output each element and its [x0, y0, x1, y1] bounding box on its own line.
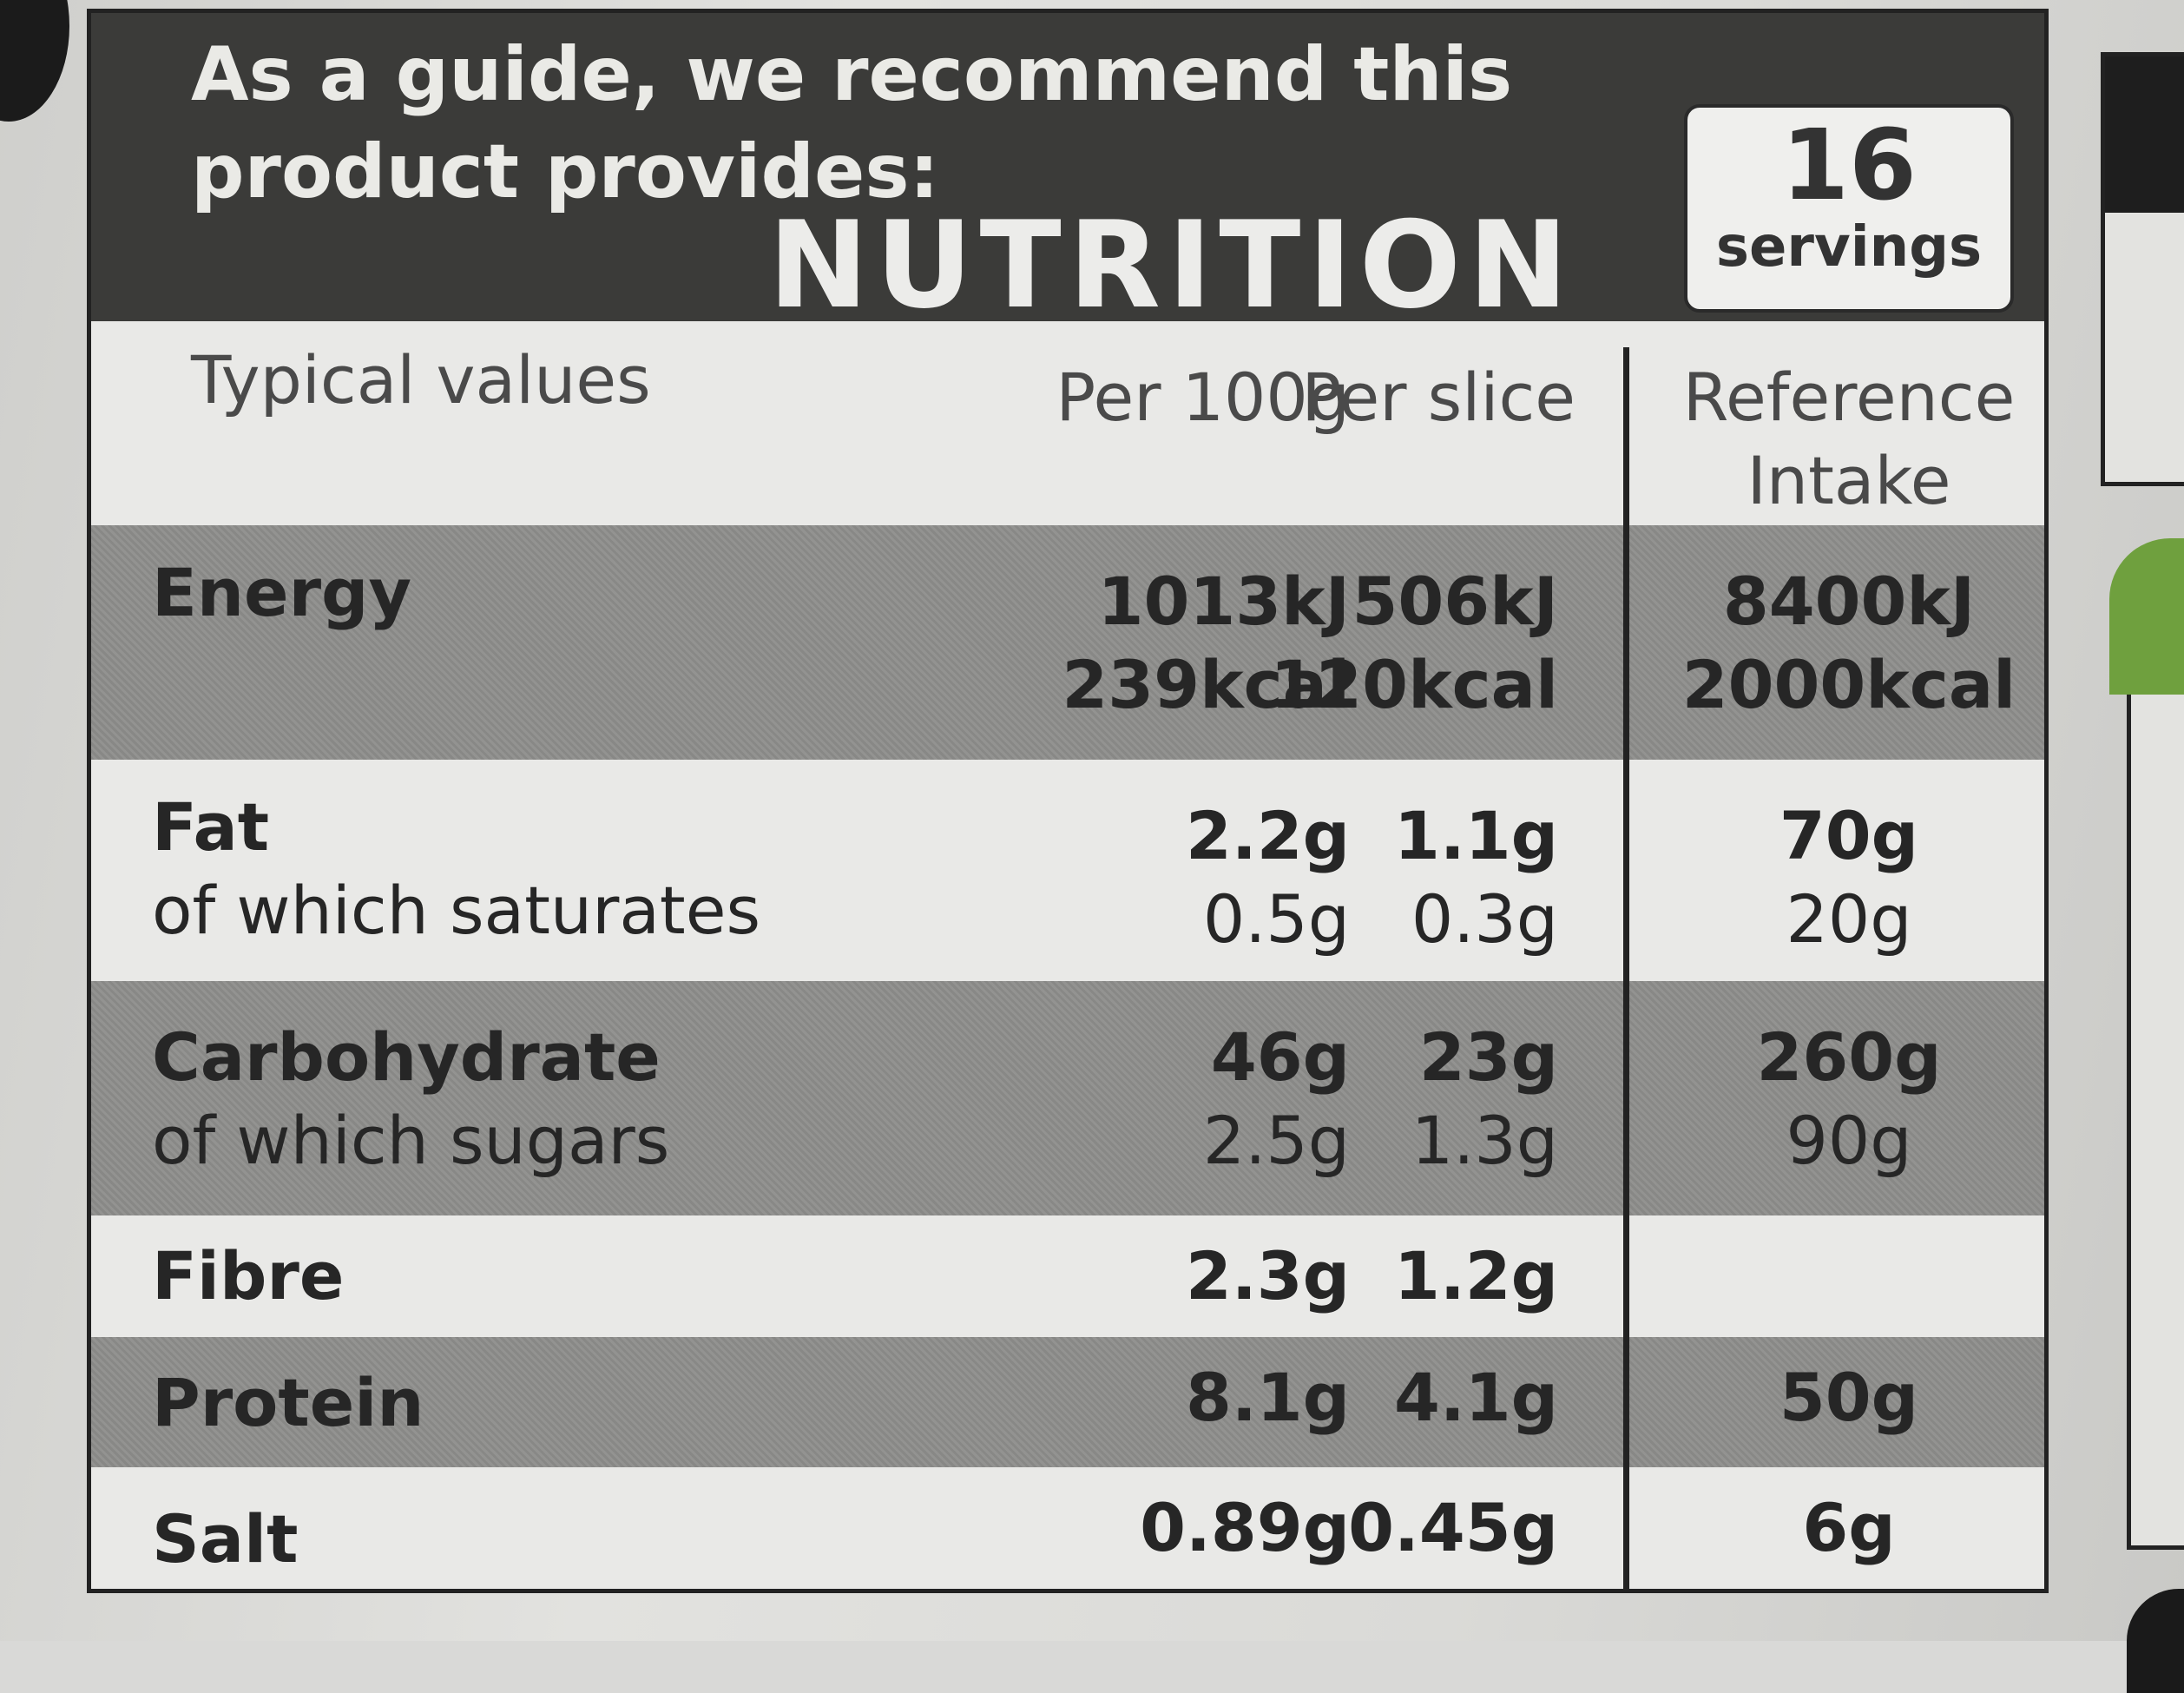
value-per100: 2.2g — [1185, 797, 1350, 874]
row-fibre: Fibre 2.3g 1.2g — [91, 1215, 2044, 1337]
nutrient-name: Energy — [152, 554, 411, 631]
nutrient-name: Protein — [152, 1364, 424, 1441]
value-ref-kj: 8400kJ — [1722, 563, 1976, 640]
nutrient-name: Fat — [152, 788, 270, 866]
value-perslice: 4.1g — [1393, 1359, 1558, 1436]
value-per100: 0.89g — [1140, 1489, 1350, 1566]
value-perslice-kcal: 120kcal — [1270, 646, 1558, 723]
adjacent-panel-band — [2105, 56, 2184, 213]
value-per100-sub: 0.5g — [1202, 880, 1350, 958]
column-divider — [1623, 347, 1629, 1589]
nutrition-label: As a guide, we recommend this product pr… — [87, 9, 2049, 1593]
value-perslice-kj: 506kJ — [1352, 563, 1558, 640]
value-per100: 8.1g — [1185, 1359, 1350, 1436]
label-header: As a guide, we recommend this product pr… — [91, 13, 2044, 335]
value-perslice-sub: 1.3g — [1411, 1102, 1558, 1179]
header-per-100g: Per 100g — [1056, 359, 1350, 436]
row-energy: Energy 1013kJ 239kcal 506kJ 120kcal 8400… — [91, 525, 2044, 760]
nutrient-subname: of which sugars — [152, 1102, 670, 1179]
header-typical-values: Typical values — [191, 341, 651, 418]
row-protein: Protein 8.1g 4.1g 50g — [91, 1337, 2044, 1467]
value-per100-kcal: 239kcal — [1062, 646, 1350, 723]
header-intake: Intake — [1747, 442, 1951, 519]
value-per100-sub: 2.5g — [1202, 1102, 1350, 1179]
nutrient-name: Salt — [152, 1500, 299, 1578]
value-perslice: 1.1g — [1393, 797, 1558, 874]
value-per100: 46g — [1210, 1018, 1350, 1096]
row-salt: Salt 0.89g 0.45g 6g — [91, 1467, 2044, 1589]
servings-count: 16 — [1781, 109, 1917, 222]
value-ref: 70g — [1779, 797, 1919, 874]
nutrient-name: Carbohydrate — [152, 1018, 661, 1096]
nutrient-subname: of which saturates — [152, 872, 761, 949]
servings-label: servings — [1715, 215, 1983, 280]
value-ref-sub: 20g — [1786, 880, 1912, 958]
nutrition-table: Typical values Per 100g Per slice Refere… — [91, 321, 2044, 1589]
nutrition-title: NUTRITION — [768, 195, 1576, 335]
row-fat: Fat of which saturates 2.2g 0.5g 1.1g 0.… — [91, 760, 2044, 981]
value-ref-sub: 90g — [1786, 1102, 1912, 1179]
value-ref-kcal: 2000kcal — [1681, 646, 2016, 723]
header-per-slice: Per slice — [1301, 359, 1576, 436]
value-perslice: 0.45g — [1348, 1489, 1558, 1566]
guide-text: As a guide, we recommend this product pr… — [191, 31, 1513, 215]
value-perslice-sub: 0.3g — [1411, 880, 1558, 958]
adjacent-panel-top — [2101, 52, 2184, 486]
value-perslice: 23g — [1418, 1018, 1558, 1096]
nutrient-name: Fibre — [152, 1237, 345, 1314]
value-perslice: 1.2g — [1393, 1237, 1558, 1314]
column-header-row: Typical values Per 100g Per slice Refere… — [91, 321, 2044, 525]
value-ref: 260g — [1756, 1018, 1942, 1096]
header-reference: Reference — [1682, 359, 2016, 436]
value-ref: 50g — [1779, 1359, 1919, 1436]
value-per100: 2.3g — [1185, 1237, 1350, 1314]
adjacent-green-panel — [2109, 538, 2184, 695]
value-ref: 6g — [1802, 1489, 1896, 1566]
row-carbohydrate: Carbohydrate of which sugars 46g 2.5g 23… — [91, 981, 2044, 1215]
adjacent-panel-bottom — [2127, 695, 2184, 1550]
value-per100-kj: 1013kJ — [1097, 563, 1350, 640]
servings-badge: 16 servings — [1684, 104, 2014, 313]
